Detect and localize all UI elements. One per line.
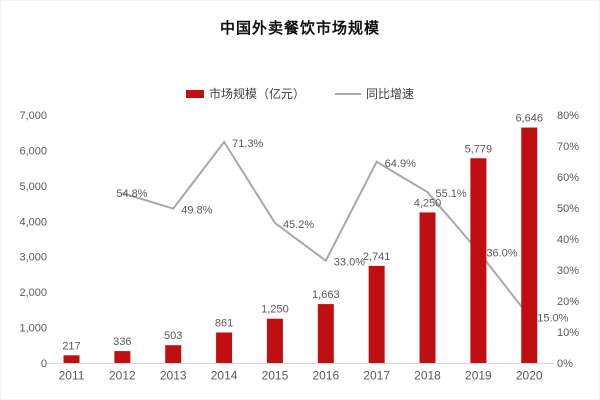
bar-2014 <box>216 332 233 363</box>
growth-value-label: 49.8% <box>181 205 212 217</box>
growth-rate-line <box>122 140 531 318</box>
x-axis-category-label: 2013 <box>160 369 187 383</box>
x-axis-category-label: 2015 <box>262 369 289 383</box>
legend-label-growth-rate: 同比增速 <box>366 87 415 101</box>
left-axis-tick-label: 6,000 <box>19 145 47 157</box>
x-axis-category-label: 2019 <box>465 369 492 383</box>
right-axis-tick-label: 40% <box>557 234 579 246</box>
left-axis-tick-label: 2,000 <box>19 287 47 299</box>
left-axis-tick-label: 0 <box>41 358 47 370</box>
legend-label-market-size: 市场规模（亿元） <box>208 87 305 101</box>
legend-item-growth-rate: 同比增速 <box>335 85 414 102</box>
bar-2013 <box>165 345 182 363</box>
left-axis-tick-label: 3,000 <box>19 252 47 264</box>
x-axis-category-label: 2020 <box>516 369 543 383</box>
bar-value-label: 6,646 <box>515 113 543 125</box>
bar-2016 <box>317 304 334 363</box>
right-axis-tick-label: 50% <box>557 203 579 215</box>
bar-2019 <box>470 158 487 363</box>
x-axis-category-label: 2014 <box>211 369 238 383</box>
bar-2011 <box>63 355 80 363</box>
bar-2017 <box>368 265 385 363</box>
left-axis-tick-label: 1,000 <box>19 323 47 335</box>
x-axis-category-label: 2016 <box>312 369 339 383</box>
combo-chart-plot: 0 1,000 2,000 3,000 4,000 5,000 6,000 7,000 0% 10… <box>19 110 579 383</box>
bar-series-swatch-icon <box>185 89 204 98</box>
bar-2020 <box>521 127 538 363</box>
legend-item-market-size: 市场规模（亿元） <box>185 85 305 102</box>
bar-2015 <box>266 318 283 363</box>
bar-value-label: 2,741 <box>363 251 391 263</box>
chart-title: 中国外卖餐饮市场规模 <box>219 20 380 37</box>
chart-legend: 市场规模（亿元） 同比增速 <box>1 85 599 102</box>
growth-value-label: 55.1% <box>436 188 467 200</box>
growth-value-label: 71.3% <box>232 138 263 150</box>
x-axis-category-label: 2018 <box>414 369 441 383</box>
x-axis-category-label: 2012 <box>109 369 136 383</box>
right-axis-tick-label: 30% <box>557 265 579 277</box>
left-axis-tick-label: 4,000 <box>19 216 47 228</box>
right-axis-tick-label: 80% <box>557 110 579 122</box>
line-series-swatch-icon <box>335 92 361 95</box>
bar-value-label: 217 <box>62 340 80 352</box>
bar-2018 <box>419 212 436 363</box>
growth-value-label: 15.0% <box>537 313 568 325</box>
bar-value-label: 4,250 <box>414 197 442 209</box>
growth-value-label: 45.2% <box>283 219 314 231</box>
growth-value-label: 36.0% <box>486 247 517 259</box>
growth-value-label: 54.8% <box>116 188 147 200</box>
bar-value-label: 861 <box>215 317 233 329</box>
right-axis-tick-label: 0% <box>557 358 573 370</box>
right-axis-tick-label: 60% <box>557 172 579 184</box>
x-axis-category-label: 2011 <box>59 369 85 383</box>
bar-value-label: 1,250 <box>261 304 289 316</box>
right-axis-tick-label: 20% <box>557 296 579 308</box>
bar-value-label: 336 <box>113 336 131 348</box>
left-axis-tick-label: 7,000 <box>19 110 47 122</box>
growth-value-label: 33.0% <box>334 257 365 269</box>
bar-2012 <box>114 351 131 363</box>
bar-value-label: 1,663 <box>312 289 340 301</box>
bar-value-label: 503 <box>164 330 182 342</box>
left-axis-tick-label: 5,000 <box>19 181 47 193</box>
right-axis-tick-label: 10% <box>557 327 579 339</box>
growth-value-label: 64.9% <box>385 158 416 170</box>
right-axis-tick-label: 70% <box>557 141 579 153</box>
bar-value-label: 5,779 <box>465 143 493 155</box>
x-axis-category-label: 2017 <box>363 369 390 383</box>
